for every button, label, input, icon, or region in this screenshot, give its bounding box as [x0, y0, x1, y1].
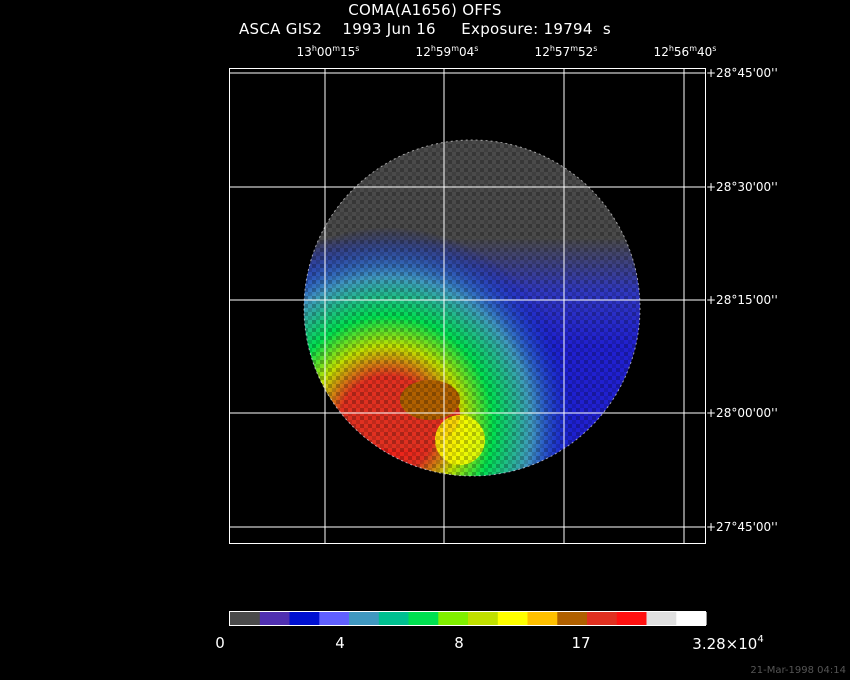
colorbar-tick-max: 3.28×104 [692, 634, 764, 653]
colorbar-swatch [468, 612, 499, 625]
ra-label-1: 13h00m15s [296, 44, 360, 59]
dec-label-3: +28°15'00'' [706, 293, 778, 307]
colorbar-swatch [259, 612, 291, 625]
colorbar-swatch [349, 612, 380, 625]
coma-cluster-image [304, 140, 640, 476]
observation-info: ASCA GIS2 1993 Jun 16 Exposure: 19794 s [239, 20, 611, 38]
dec-label-1: +28°45'00'' [706, 66, 778, 80]
colorbar [230, 612, 707, 625]
colorbar-swatch [676, 612, 707, 625]
colorbar-tick-0: 0 [215, 634, 225, 652]
colorbar-tick-17: 17 [571, 634, 591, 652]
colorbar-swatch [289, 612, 320, 625]
colorbar-swatch [230, 612, 261, 625]
image-title: COMA(A1656) OFFS [348, 1, 502, 19]
colorbar-swatch [497, 612, 529, 625]
timestamp: 21-Mar-1998 04:14 [750, 665, 846, 676]
colorbar-tick-4: 4 [335, 634, 345, 652]
colorbar-swatch [557, 612, 588, 625]
colorbar-swatch [378, 612, 410, 625]
colorbar-swatch [646, 612, 677, 625]
ra-label-3: 12h57m52s [534, 44, 598, 59]
colorbar-swatch [319, 612, 350, 625]
dec-label-4: +28°00'00'' [706, 406, 778, 420]
ra-label-4: 12h56m40s [653, 44, 717, 59]
colorbar-swatch [527, 612, 558, 625]
coordinate-grid [229, 68, 706, 544]
colorbar-swatch [616, 612, 648, 625]
colorbar-swatch [408, 612, 439, 625]
ra-label-2: 12h59m04s [415, 44, 479, 59]
colorbar-swatch [587, 612, 618, 625]
colorbar-tick-8: 8 [454, 634, 464, 652]
dec-label-2: +28°30'00'' [706, 180, 778, 194]
colorbar-swatch [438, 612, 469, 625]
dec-label-5: +27°45'00'' [706, 520, 778, 534]
